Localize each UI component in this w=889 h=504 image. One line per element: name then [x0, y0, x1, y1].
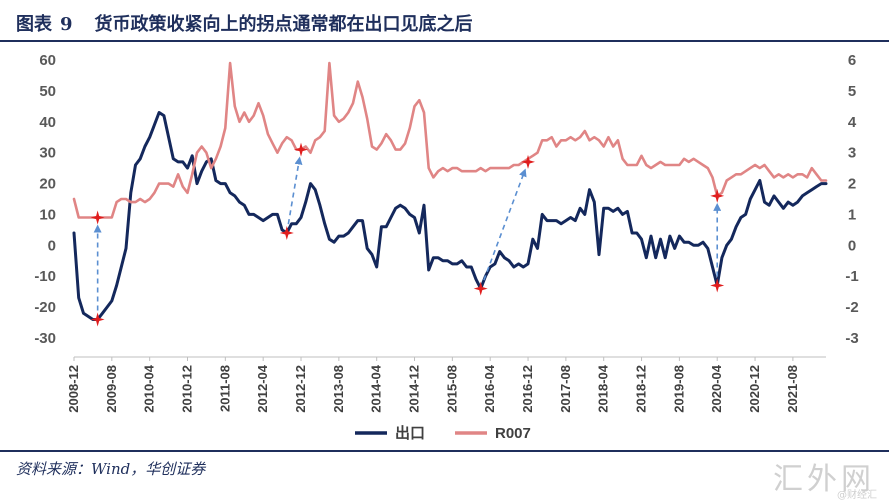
y-left-tick-label: -10: [34, 268, 56, 285]
x-tick-label: 2014-12: [407, 365, 422, 413]
y-left-tick-label: 20: [39, 176, 56, 193]
title-text: 货币政策收紧向上的拐点通常都在出口见底之后: [94, 14, 473, 35]
y-left-tick-label: 40: [39, 114, 56, 131]
bottom-rule: [0, 450, 889, 452]
legend: 出口 R007: [355, 424, 531, 442]
annotation-layer: [90, 142, 725, 327]
series-layer: [72, 61, 828, 321]
source-note: 资料来源：Wind，华创证券: [16, 460, 206, 478]
x-tick-label: 2016-12: [520, 365, 535, 413]
x-tick-label: 2012-12: [293, 365, 308, 413]
title-prefix: 图表: [16, 14, 52, 35]
x-tick-label: 2017-08: [558, 365, 573, 413]
y-right-tick-label: -3: [845, 330, 858, 347]
export-trough-star: [473, 281, 488, 296]
r007-turn-star: [710, 188, 725, 203]
x-tick-label: 2010-04: [142, 364, 157, 412]
x-tick-label: 2012-04: [255, 364, 270, 412]
y-right-tick-label: 5: [848, 83, 856, 100]
y-right-tick-label: 3: [848, 145, 856, 162]
y-right-tick-label: 4: [848, 114, 857, 131]
x-tick-label: 2011-08: [217, 365, 232, 412]
legend-label: R007: [495, 425, 531, 442]
axes-layer: 6050403020100-10-20-306543210-1-2-32008-…: [34, 52, 858, 413]
annotation-arrow: [483, 168, 527, 281]
watermark-sub: @财经汇: [837, 490, 877, 501]
x-tick-label: 2014-04: [369, 364, 384, 412]
y-left-tick-label: 10: [39, 206, 56, 223]
export-r007-chart: 6050403020100-10-20-306543210-1-2-32008-…: [34, 52, 858, 442]
r007-turn-star: [294, 142, 308, 157]
legend-label: 出口: [395, 424, 425, 442]
y-left-tick-label: -30: [34, 330, 56, 347]
annotation-arrow: [287, 156, 303, 225]
export-trough-star: [90, 312, 105, 327]
y-left-tick-label: 30: [39, 145, 56, 162]
x-tick-label: 2013-08: [331, 365, 346, 413]
x-tick-label: 2010-12: [180, 365, 195, 413]
export-series-line: [72, 111, 828, 321]
x-tick-label: 2009-08: [104, 365, 119, 413]
y-left-tick-label: 60: [39, 52, 56, 69]
y-right-tick-label: 2: [848, 176, 856, 193]
export-trough-star: [279, 226, 294, 240]
y-right-tick-label: 1: [848, 206, 856, 223]
x-tick-label: 2018-04: [596, 364, 611, 412]
top-rule: [0, 40, 889, 42]
x-tick-label: 2008-12: [66, 365, 81, 413]
watermark: 汇外网: [773, 462, 875, 497]
x-tick-label: 2020-04: [709, 364, 724, 412]
x-tick-label: 2016-04: [482, 364, 497, 412]
y-left-tick-label: 50: [39, 83, 56, 100]
r007-series-line: [72, 61, 828, 219]
y-right-tick-label: -2: [845, 299, 858, 316]
x-tick-label: 2018-12: [634, 365, 649, 413]
r007-turn-star: [521, 154, 535, 169]
y-left-tick-label: 0: [48, 237, 56, 254]
x-tick-label: 2015-08: [444, 365, 459, 413]
y-left-tick-label: -20: [34, 299, 56, 316]
export-trough-star: [710, 278, 725, 293]
x-tick-label: 2021-08: [785, 365, 800, 413]
title-number: 9: [60, 14, 73, 35]
r007-turn-star: [90, 210, 105, 225]
y-right-tick-label: 6: [848, 52, 856, 69]
x-tick-label: 2019-08: [671, 365, 686, 413]
y-right-tick-label: -1: [845, 268, 858, 285]
y-right-tick-label: 0: [848, 237, 856, 254]
chart-title: 图表 9 货币政策收紧向上的拐点通常都在出口见底之后: [16, 10, 473, 36]
x-tick-label: 2020-12: [747, 365, 762, 413]
